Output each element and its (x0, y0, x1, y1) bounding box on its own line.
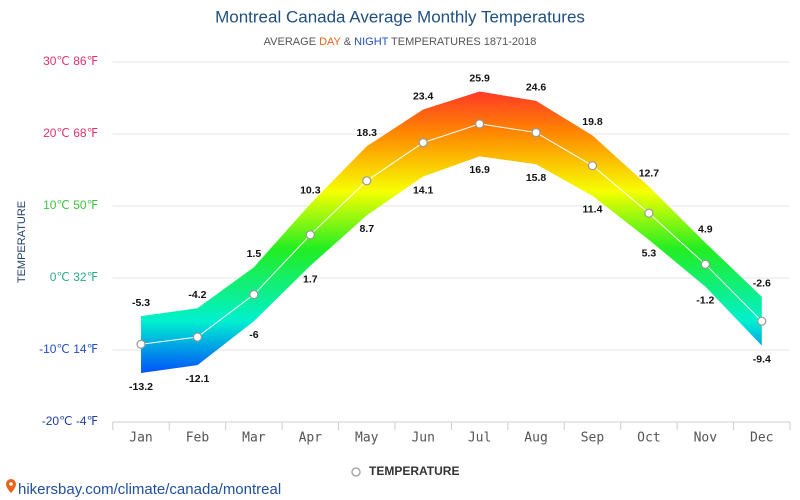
low-label: 14.1 (413, 184, 434, 196)
legend-label[interactable]: TEMPERATURE (369, 464, 459, 478)
x-tick-label: Jun (411, 431, 434, 446)
high-label: 19.8 (582, 116, 603, 128)
y-tick-label: 30℃ 86℉ (43, 54, 98, 68)
low-label: 1.7 (303, 274, 318, 286)
high-label: 1.5 (247, 248, 262, 260)
average-point (700, 259, 710, 269)
low-label: -1.2 (696, 294, 714, 306)
average-point (587, 161, 598, 171)
legend-marker (351, 467, 361, 477)
x-tick-label: Apr (299, 431, 323, 446)
high-label: 24.6 (526, 82, 547, 94)
x-tick-label: Jul (468, 431, 491, 446)
low-label: 15.8 (526, 172, 547, 184)
subtitle-part: AVERAGE (264, 36, 319, 48)
high-label: 23.4 (413, 90, 434, 102)
source-link[interactable]: hikersbay.com/climate/canada/montreal (18, 481, 281, 498)
low-label: 8.7 (359, 223, 374, 235)
x-tick-label: Oct (637, 431, 660, 446)
high-label: 18.3 (357, 127, 378, 139)
average-point (644, 208, 654, 218)
pin-hole (9, 482, 13, 486)
low-label: -9.4 (753, 353, 771, 365)
average-point (305, 230, 315, 240)
y-tick-label: 20℃ 68℉ (43, 126, 98, 140)
average-point (418, 138, 428, 148)
high-label: -5.3 (132, 297, 150, 309)
high-label: 10.3 (300, 185, 321, 197)
low-label: 11.4 (583, 204, 603, 216)
y-axis-title: TEMPERATURE (16, 201, 28, 283)
average-point (757, 316, 767, 326)
high-label: -4.2 (188, 289, 206, 301)
x-tick-label: Dec (750, 431, 773, 446)
x-tick-label: Mar (242, 431, 266, 446)
low-label: 16.9 (469, 164, 490, 176)
low-label: -13.2 (129, 381, 153, 393)
pin-icon (6, 479, 16, 493)
y-tick-label: -10℃ 14℉ (39, 342, 98, 356)
subtitle-part: NIGHT (354, 36, 389, 48)
low-label: -6 (249, 329, 258, 341)
x-tick-label: Aug (524, 431, 547, 446)
x-tick-label: Sep (581, 431, 605, 446)
subtitle-part: & (341, 36, 354, 48)
chart-title: Montreal Canada Average Monthly Temperat… (215, 7, 585, 26)
average-line (140, 123, 763, 345)
high-label: 12.7 (639, 167, 660, 179)
y-tick-label: 0℃ 32℉ (50, 270, 98, 284)
low-label: 5.3 (642, 248, 657, 260)
subtitle-part: DAY (319, 36, 341, 48)
average-point (136, 339, 146, 349)
high-label: 4.9 (698, 224, 713, 236)
chart-subtitle: AVERAGE DAY & NIGHT TEMPERATURES 1871-20… (264, 36, 537, 48)
y-tick-label: -20℃ -4℉ (42, 414, 98, 428)
x-tick-label: Jan (129, 431, 152, 446)
x-tick-label: May (355, 431, 379, 446)
average-point (475, 119, 485, 129)
subtitle-part: TEMPERATURES 1871-2018 (388, 36, 536, 48)
average-point (249, 289, 259, 300)
x-tick-label: Feb (186, 431, 210, 446)
high-label: -2.6 (753, 278, 771, 290)
average-point (362, 176, 372, 186)
average-point (531, 127, 541, 138)
average-point (192, 332, 203, 342)
temperature-band (141, 91, 762, 374)
low-label: -12.1 (185, 373, 209, 385)
high-label: 25.9 (469, 72, 490, 84)
x-tick-label: Nov (694, 431, 718, 446)
y-tick-label: 10℃ 50℉ (43, 198, 98, 212)
